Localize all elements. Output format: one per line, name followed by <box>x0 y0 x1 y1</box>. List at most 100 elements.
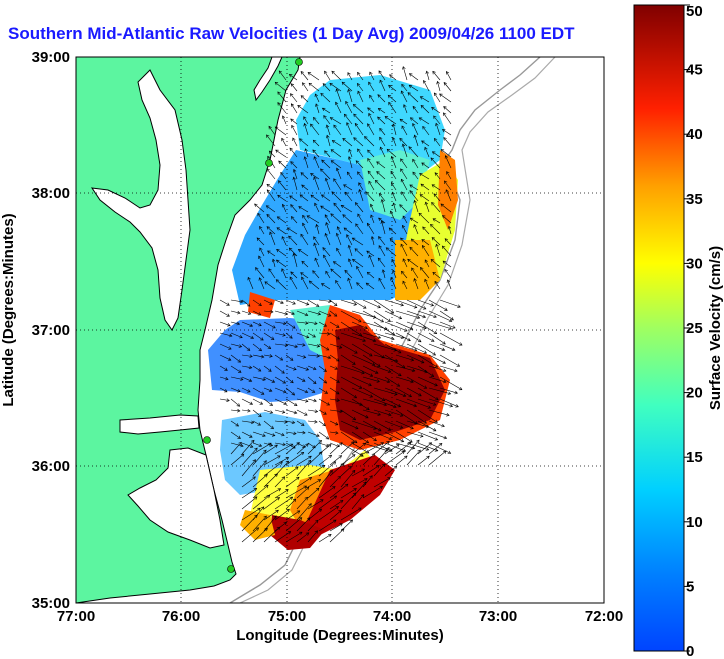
velocity-vector <box>373 387 398 395</box>
vector-arrowhead <box>346 234 350 238</box>
vector-arrowhead <box>419 173 423 177</box>
velocity-vector <box>313 176 320 191</box>
vector-arrowhead <box>352 416 357 421</box>
velocity-vector <box>329 387 340 395</box>
vector-arrowhead <box>368 81 372 86</box>
vector-arrowhead <box>320 499 324 503</box>
vector-arrowhead <box>377 428 382 432</box>
vector-arrowhead <box>325 124 330 129</box>
vector-arrowhead <box>379 79 383 84</box>
vector-arrowhead <box>410 357 415 362</box>
vector-arrowhead <box>386 447 390 451</box>
vector-arrowhead <box>316 344 321 348</box>
velocity-vector <box>304 156 309 169</box>
vector-arrowhead <box>420 360 425 364</box>
velocity-vector <box>241 442 254 448</box>
velocity-vector <box>428 354 446 364</box>
vector-arrowhead <box>358 189 362 193</box>
vector-arrowhead <box>274 81 279 86</box>
vector-arrowhead <box>442 129 446 133</box>
vector-arrowhead <box>336 398 340 402</box>
velocity-vector <box>329 310 337 317</box>
vector-arrowhead <box>387 427 392 431</box>
vector-arrowhead <box>388 412 392 417</box>
velocity-vector <box>296 486 310 499</box>
vector-arrowhead <box>451 347 456 351</box>
velocity-vector <box>341 81 353 92</box>
vector-arrowhead <box>410 238 415 242</box>
velocity-vector <box>362 486 383 499</box>
velocity-vector <box>274 420 288 423</box>
vector-arrowhead <box>369 71 373 76</box>
vector-arrowhead <box>347 244 352 249</box>
vector-arrowhead <box>265 205 270 209</box>
vector-arrowhead <box>313 398 317 403</box>
vector-arrowhead <box>361 468 366 472</box>
velocity-vector <box>367 158 375 169</box>
velocity-vector <box>401 125 408 136</box>
vector-arrowhead <box>376 465 380 469</box>
vector-arrowhead <box>434 448 439 452</box>
vector-arrowhead <box>327 444 332 448</box>
vector-arrowhead <box>409 217 414 222</box>
velocity-vector <box>428 299 448 311</box>
velocity-vector <box>362 475 373 488</box>
velocity-vector <box>296 332 309 338</box>
velocity-vector <box>263 343 271 349</box>
vector-arrowhead <box>444 269 448 273</box>
velocity-vector <box>417 310 437 318</box>
vector-arrowhead <box>249 434 253 438</box>
vector-arrowhead <box>424 278 428 283</box>
vector-arrowhead <box>263 449 267 454</box>
vector-arrowhead <box>264 527 268 532</box>
vector-arrowhead <box>293 410 298 415</box>
vector-arrowhead <box>336 226 341 230</box>
vector-arrowhead <box>388 84 392 89</box>
velocity-vector <box>263 299 273 305</box>
vector-arrowhead <box>345 100 349 105</box>
vector-arrowhead <box>347 156 352 160</box>
velocity-vector <box>362 431 377 441</box>
velocity-vector <box>241 354 253 357</box>
vector-arrowhead <box>281 137 285 142</box>
velocity-vector <box>307 365 317 370</box>
velocity-vector <box>285 321 296 329</box>
velocity-vector <box>330 149 342 158</box>
velocity-vector <box>362 365 379 374</box>
colorbar-tick: 10 <box>686 514 703 531</box>
velocity-vector <box>424 279 430 290</box>
velocity-vector <box>329 476 341 488</box>
velocity-vector <box>358 182 364 191</box>
velocity-vector <box>252 354 264 358</box>
vector-arrowhead <box>390 170 394 175</box>
vector-arrowhead <box>409 190 413 194</box>
velocity-vector <box>428 376 447 383</box>
vector-arrowhead <box>367 107 371 111</box>
velocity-vector <box>447 279 452 290</box>
vector-arrowhead <box>304 148 308 152</box>
vector-arrowhead <box>321 107 326 112</box>
velocity-vector <box>335 101 342 114</box>
velocity-vector <box>439 376 463 390</box>
velocity-vector <box>380 146 386 158</box>
vector-arrowhead <box>292 176 296 181</box>
vector-arrowhead <box>312 366 317 371</box>
vector-arrowhead <box>367 158 371 162</box>
velocity-vector <box>263 354 273 357</box>
vector-arrowhead <box>290 379 294 384</box>
velocity-vector <box>274 442 286 446</box>
vector-arrowhead <box>346 171 351 176</box>
vector-arrowhead <box>457 304 461 308</box>
velocity-vector <box>219 299 230 306</box>
vector-arrowhead <box>315 519 319 524</box>
velocity-vector <box>341 205 353 213</box>
vector-arrowhead <box>354 350 358 354</box>
vector-arrowhead <box>371 362 376 366</box>
velocity-vector <box>274 489 289 499</box>
vector-arrowhead <box>336 336 341 340</box>
vector-arrowhead <box>240 377 244 381</box>
vector-arrowhead <box>351 454 356 458</box>
velocity-vector <box>357 83 364 92</box>
vector-arrowhead <box>384 326 388 331</box>
velocity-vector <box>389 74 397 81</box>
